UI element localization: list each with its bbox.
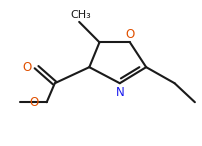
Text: CH₃: CH₃ (70, 11, 91, 20)
Text: N: N (115, 86, 124, 99)
Text: O: O (23, 61, 32, 74)
Text: I: I (201, 96, 202, 109)
Text: O: O (29, 96, 38, 109)
Text: O: O (125, 28, 134, 41)
